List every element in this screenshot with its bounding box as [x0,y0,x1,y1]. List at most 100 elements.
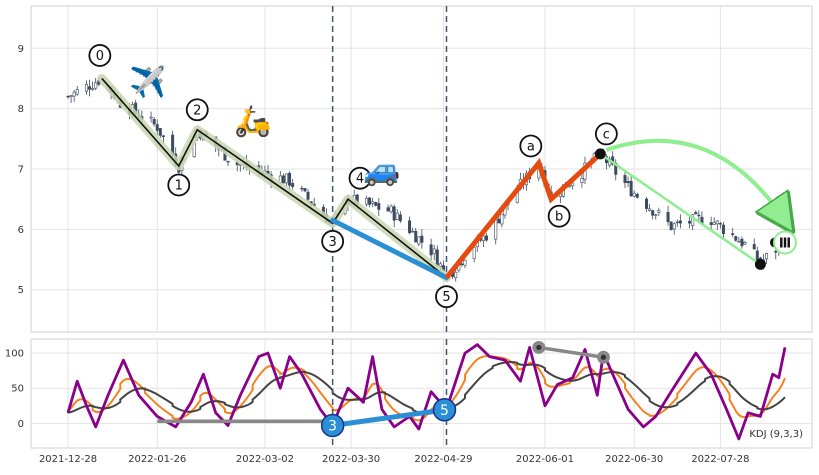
candle-body [721,224,725,234]
candle-body [715,220,719,225]
candle-body [72,91,76,97]
x-tick-label: 2022-06-01 [516,454,574,465]
correction-wave-line [444,152,603,280]
candle-body [155,124,159,131]
candle-body [438,263,442,267]
scooter-icon: 🛵 [234,104,271,139]
x-tick-label: 2022-03-02 [236,454,294,465]
candle-body [377,203,381,210]
candle-body [672,223,676,230]
candle-body [152,119,156,125]
candle-body [623,175,627,183]
airplane-icon: ✈️ [129,63,166,100]
candle-body [75,89,79,95]
candle-body [718,223,722,225]
candle-body [648,208,652,211]
wave-label-0-circle [88,44,112,67]
wave-label-2: 2 [193,103,201,118]
projection-label-circle [773,230,797,255]
wave-label-5: 5 [442,290,450,305]
candle-body [398,214,402,222]
wave-label-0: 0 [96,49,104,64]
candle-body [454,271,458,279]
candle-body [417,236,421,245]
wave-label-c: c [603,127,610,142]
candle-body [629,180,633,197]
candle-body [645,198,649,209]
candle-body [432,248,436,255]
candle-body [84,84,88,92]
candle-body [774,250,778,253]
kdj-k-line [67,355,786,422]
candle-body [414,231,418,243]
candle-body [712,221,716,225]
price-y-tick-label: 9 [18,44,24,55]
candle-body [697,214,701,217]
impulse-wave-line [101,77,448,279]
candle-body [481,235,485,242]
candle-body [765,253,769,260]
wave-label-3: 3 [329,235,337,250]
wave-label-a: a [527,139,535,154]
candle-body [303,188,307,192]
x-tick-label: 2022-04-29 [414,454,472,465]
candle-body [291,183,295,187]
candle-body [657,210,661,213]
candle-body [149,116,153,119]
wave-label-c-circle [594,122,618,146]
candle-body [694,212,698,215]
candle-body [389,205,393,213]
candle-body [374,202,378,206]
projection-line [599,152,762,266]
kdj-panel-frame [30,338,813,449]
candle-body [158,128,162,136]
candle-body [734,236,738,241]
candle-body [497,218,501,224]
candle-body [737,240,741,243]
candle-body [226,160,230,163]
candle-body [368,197,372,205]
price-y-tick-label: 7 [18,165,24,176]
x-tick-label: 2022-07-28 [691,454,749,465]
candle-body [463,259,467,266]
candle-body [580,177,584,183]
candle-body [688,220,692,224]
candle-body [88,86,92,90]
kdj-gray-divergence-line [538,345,604,360]
candle-body [408,220,412,234]
kdj-gray-point-center [536,344,542,351]
wave-label-b: b [555,210,563,225]
candle-body [691,214,695,226]
kdj-y-tick-label: 50 [11,384,24,395]
candle-body [755,250,759,261]
x-tick-label: 2021-12-28 [39,454,97,465]
kdj-gray-point-center [600,354,607,360]
kdj-divergence-start-circle [320,413,345,438]
kdj-divergence-start-label: 3 [328,418,337,434]
candle-body [460,263,464,266]
candle-body [654,214,658,216]
candle-body [743,242,747,245]
price-y-tick-label: 8 [18,104,24,115]
wave-label-4-circle [348,166,372,190]
candle-body [752,244,756,250]
candle-body [494,218,498,240]
projection-arrow [605,138,785,221]
candle-body [472,247,476,259]
candle-body [429,244,433,256]
candle-body [678,220,682,224]
wave-label-5-circle [435,285,458,309]
candle-body [284,173,288,184]
candle-body [281,175,285,184]
candle-body [669,221,673,230]
candle-body [386,207,390,212]
wave-label-4: 4 [356,172,364,187]
candle-body [300,187,304,190]
candle-body [651,210,655,216]
candle-body [91,88,95,90]
kdj-y-tick-label: 100 [5,349,24,360]
candle-body [420,235,424,243]
candle-body [411,230,415,233]
